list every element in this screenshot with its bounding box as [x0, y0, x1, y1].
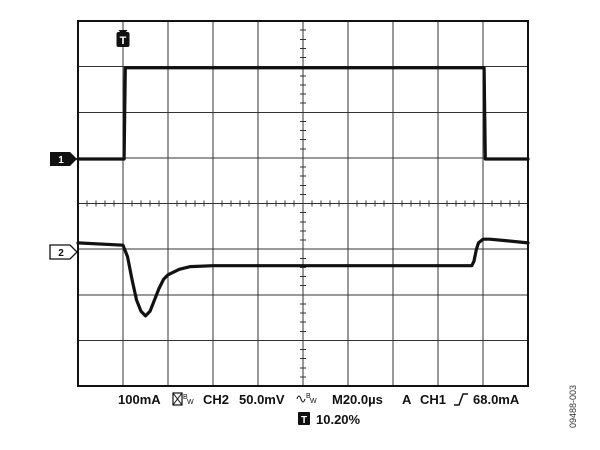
channel-2-marker-label: 2: [58, 248, 64, 259]
trigger-marker-box: [116, 32, 130, 47]
ch1-bw-sub-label: W: [187, 399, 194, 406]
status-bar: 100mA B W CH2 50.0mV B W M20.0µs A CH1 6…: [118, 392, 520, 427]
trigger-position-readout-icon: T: [298, 412, 310, 426]
trigger-marker-letter: T: [120, 35, 127, 47]
channel-2-marker-shape: [49, 244, 78, 260]
channel-1-marker-label: 1: [58, 155, 64, 166]
timebase-readout: M20.0µs: [332, 392, 383, 407]
channel-1-ground-marker: 1: [50, 152, 77, 166]
trigger-position-marker: T: [116, 30, 130, 47]
ch2-bandwidth-limit-icon: B W: [296, 393, 317, 405]
ch2-bw-label: B: [306, 393, 311, 400]
channel-2-trace: [76, 237, 530, 318]
trigger-marker-pointer: [118, 30, 128, 36]
channel-1-trace: [76, 66, 530, 161]
trigger-level-readout: 68.0mA: [473, 392, 520, 407]
trigger-position-readout: 10.20%: [316, 412, 361, 427]
ch2-label: CH2: [203, 392, 229, 407]
graticule-ticks: [77, 20, 529, 387]
trigger-source-readout: CH1: [420, 392, 446, 407]
channel-1-marker-shape: [50, 152, 77, 166]
channel-2-ground-marker: 2: [49, 244, 78, 260]
ch2-scale-readout: 50.0mV: [239, 392, 285, 407]
plot-frame: [77, 20, 529, 387]
ch1-scale-readout: 100mA: [118, 392, 161, 407]
ch1-bw-label: B: [183, 394, 188, 401]
ch1-bandwidth-limit-icon: B W: [172, 392, 194, 406]
trigger-position-marker-letter: T: [301, 415, 307, 426]
rising-edge-icon: [454, 393, 468, 406]
ch2-bw-sub-label: W: [310, 398, 317, 405]
trigger-mode-readout: A: [402, 392, 412, 407]
figure-id: 09488-003: [568, 385, 578, 428]
